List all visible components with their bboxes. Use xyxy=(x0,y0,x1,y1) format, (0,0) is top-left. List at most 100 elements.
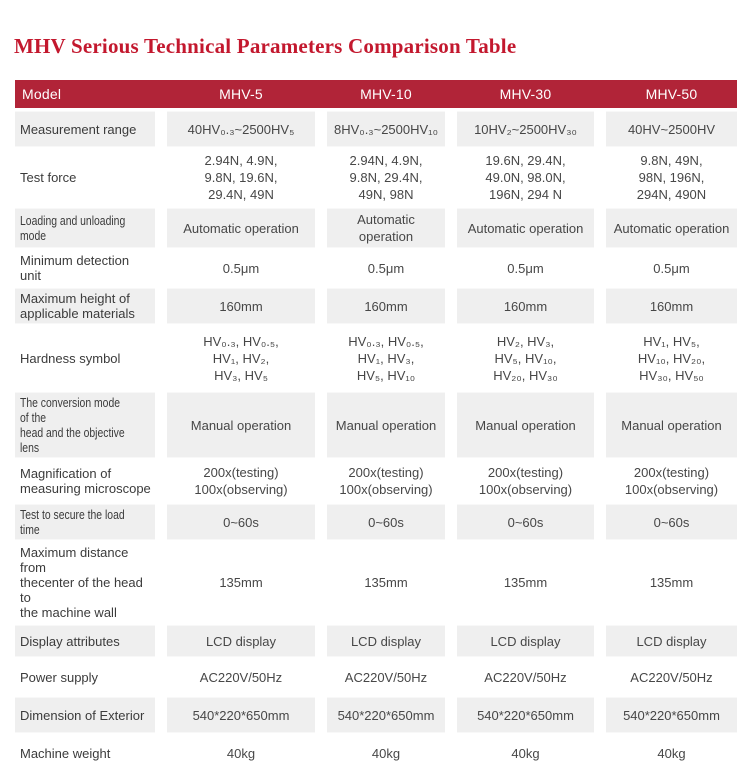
cell-value: 540*220*650mm xyxy=(327,697,445,733)
table-row-maximum-distance: Maximum distance from thecenter of the h… xyxy=(15,542,737,623)
cell-value: 135mm xyxy=(649,575,694,590)
cell-value: Manual operation xyxy=(167,392,315,458)
cell-value: 0.5μm xyxy=(653,260,690,276)
row-label: Measurement range xyxy=(15,111,155,147)
cell-value: 0~60s xyxy=(457,504,594,540)
cell-value: 200x(testing) 100x(observing) xyxy=(339,465,433,497)
table-row-display-attributes: Display attributes LCD display LCD displ… xyxy=(15,625,737,657)
cell-value: 160mm xyxy=(167,288,315,324)
cell-value: Automatic operation xyxy=(457,208,594,248)
cell-value: 2.94N, 4.9N, 9.8N, 19.6N, 29.4N, 49N xyxy=(204,153,278,202)
table-row-load-time: Test to secure the load time 0~60s 0~60s… xyxy=(15,504,737,540)
column-header-mhv-30: MHV-30 xyxy=(499,86,552,102)
row-label-text: Dimension of Exterior xyxy=(20,707,145,723)
cell-value: 0~60s xyxy=(606,504,737,540)
column-header-mhv-10: MHV-10 xyxy=(360,86,412,102)
cell-value: 10HV₂~2500HV₃₀ xyxy=(457,111,594,147)
row-label: The conversion mode of the head and the … xyxy=(15,392,155,458)
row-label: Machine weight xyxy=(15,735,155,771)
row-label-text: Test force xyxy=(20,170,77,185)
cell-value: Manual operation xyxy=(457,392,594,458)
row-label: Display attributes xyxy=(15,625,155,657)
cell-value: Automatic operation xyxy=(167,208,315,248)
cell-value: AC220V/50Hz xyxy=(484,669,567,685)
cell-value: 40kg xyxy=(511,745,540,761)
cell-value: 0.5μm xyxy=(222,260,260,276)
cell-value: Manual operation xyxy=(327,392,445,458)
cell-value: 0.5μm xyxy=(507,260,544,276)
cell-value: 540*220*650mm xyxy=(167,697,315,733)
row-label-text: Machine weight xyxy=(20,745,111,761)
row-label-text: Hardness symbol xyxy=(20,350,121,366)
cell-value: 160mm xyxy=(606,288,737,324)
cell-value: 8HV₀.₃~2500HV₁₀ xyxy=(327,111,445,147)
row-label-text: Maximum distance from thecenter of the h… xyxy=(20,545,143,620)
cell-value: 135mm xyxy=(364,575,408,590)
row-label-text: Measurement range xyxy=(20,121,137,137)
cell-value: 200x(testing) 100x(observing) xyxy=(194,465,288,497)
cell-value: 19.6N, 29.4N, 49.0N, 98.0N, 196N, 294 N xyxy=(485,153,566,202)
cell-value: HV₀.₃, HV₀.₅, HV₁, HV₂, HV₃, HV₅ xyxy=(203,333,279,383)
cell-value: Automatic operation xyxy=(606,208,737,248)
table-row-loading-mode: Loading and unloading mode Automatic ope… xyxy=(15,208,737,248)
cell-value: AC220V/50Hz xyxy=(630,669,713,685)
column-header-mhv-5: MHV-5 xyxy=(219,86,263,102)
table-row-test-force: Test force 2.94N, 4.9N, 9.8N, 19.6N, 29.… xyxy=(15,149,737,206)
row-label-text: Magnification of measuring microscope xyxy=(20,466,151,496)
table-row-power-supply: Power supply AC220V/50Hz AC220V/50Hz AC2… xyxy=(15,659,737,695)
row-label: Loading and unloading mode xyxy=(15,208,155,248)
cell-value: 160mm xyxy=(457,288,594,324)
cell-value: 40kg xyxy=(657,745,686,761)
cell-value: 540*220*650mm xyxy=(457,697,594,733)
cell-value: 2.94N, 4.9N, 9.8N, 29.4N, 49N, 98N xyxy=(349,153,423,202)
row-label-text: Loading and unloading mode xyxy=(20,213,126,243)
table-row-magnification: Magnification of measuring microscope 20… xyxy=(15,460,737,502)
column-header-mhv-50: MHV-50 xyxy=(645,86,698,102)
table-row-machine-weight: Machine weight 40kg 40kg 40kg 40kg xyxy=(15,735,737,771)
row-label: Power supply xyxy=(15,659,155,695)
row-label-text: Display attributes xyxy=(20,633,120,649)
table-row-minimum-detection-unit: Minimum detection unit 0.5μm 0.5μm 0.5μm… xyxy=(15,250,737,286)
cell-value: 40kg xyxy=(226,745,256,761)
row-label: Test to secure the load time xyxy=(15,504,155,540)
cell-value: 0~60s xyxy=(167,504,315,540)
cell-value: LCD display xyxy=(457,625,594,657)
cell-value: 135mm xyxy=(219,575,263,590)
page-title: MHV Serious Technical Parameters Compari… xyxy=(14,34,517,58)
row-label: Dimension of Exterior xyxy=(15,697,155,733)
row-label: Hardness symbol xyxy=(15,326,155,390)
cell-value: LCD display xyxy=(606,625,737,657)
cell-value: AC220V/50Hz xyxy=(344,669,428,685)
cell-value: 0.5μm xyxy=(367,260,405,276)
cell-value: LCD display xyxy=(167,625,315,657)
row-label-text: Minimum detection unit xyxy=(20,253,130,283)
row-label-text: The conversion mode of the head and the … xyxy=(20,395,125,455)
parameters-table: Model MHV-5 MHV-10 MHV-30 MHV-50 Measure… xyxy=(15,80,737,771)
table-header-row: Model MHV-5 MHV-10 MHV-30 MHV-50 xyxy=(15,80,737,108)
cell-value: HV₁, HV₅, HV₁₀, HV₂₀, HV₃₀, HV₅₀ xyxy=(637,333,706,383)
table-row-hardness-symbol: Hardness symbol HV₀.₃, HV₀.₅, HV₁, HV₂, … xyxy=(15,326,737,390)
cell-value: Automatic operation xyxy=(327,208,445,248)
table-row-dimension: Dimension of Exterior 540*220*650mm 540*… xyxy=(15,697,737,733)
row-label-text: Power supply xyxy=(20,669,99,685)
cell-value: 135mm xyxy=(503,575,548,590)
cell-value: LCD display xyxy=(327,625,445,657)
row-label: Maximum height of applicable materials xyxy=(15,288,155,324)
cell-value: 40HV₀.₃~2500HV₅ xyxy=(167,111,315,147)
row-label: Maximum distance from thecenter of the h… xyxy=(15,542,155,623)
cell-value: 200x(testing) 100x(observing) xyxy=(624,465,719,497)
cell-value: 9.8N, 49N, 98N, 196N, 294N, 490N xyxy=(636,153,707,202)
cell-value: HV₂, HV₃, HV₅, HV₁₀, HV₂₀, HV₃₀ xyxy=(493,333,558,383)
row-label-text: Maximum height of applicable materials xyxy=(20,291,135,321)
cell-value: Manual operation xyxy=(606,392,737,458)
cell-value: HV₀.₃, HV₀.₅, HV₁, HV₃, HV₅, HV₁₀ xyxy=(348,333,424,383)
table-row-measurement-range: Measurement range 40HV₀.₃~2500HV₅ 8HV₀.₃… xyxy=(15,111,737,147)
cell-value: AC220V/50Hz xyxy=(199,669,283,685)
cell-value: 540*220*650mm xyxy=(606,697,737,733)
table-row-conversion-mode: The conversion mode of the head and the … xyxy=(15,392,737,458)
row-label: Test force xyxy=(15,149,155,206)
column-header-model: Model xyxy=(22,86,62,102)
cell-value: 200x(testing) 100x(observing) xyxy=(478,465,573,497)
row-label: Magnification of measuring microscope xyxy=(15,460,155,502)
cell-value: 0~60s xyxy=(327,504,445,540)
